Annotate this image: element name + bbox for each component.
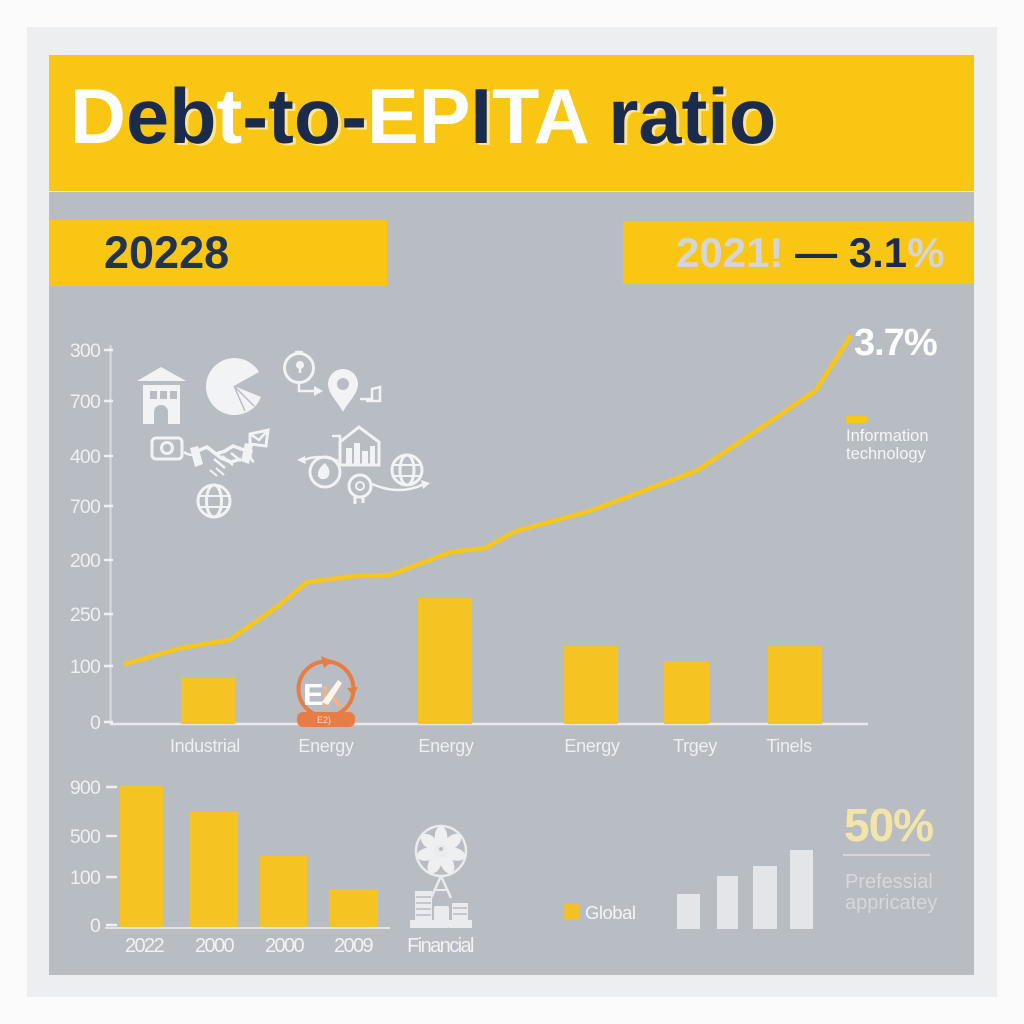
svg-text:E2): E2) [317, 715, 331, 725]
svg-text:E: E [303, 677, 324, 712]
